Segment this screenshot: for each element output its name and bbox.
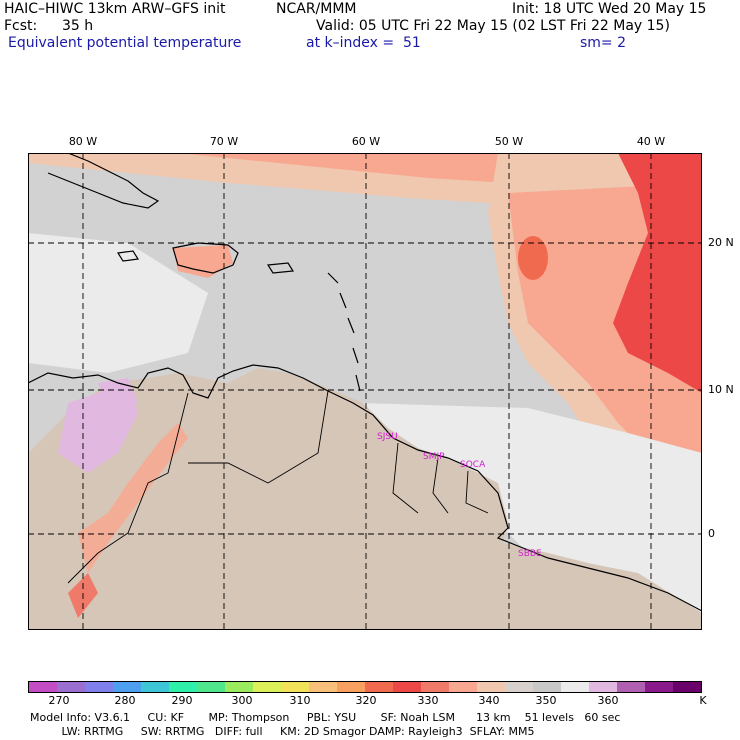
theta-e-east-max xyxy=(613,153,702,393)
colorbar-label-270: 270 xyxy=(48,694,70,707)
colorbar xyxy=(28,681,702,693)
colorbar-swatch-0 xyxy=(29,682,57,692)
colorbar-swatch-9 xyxy=(281,682,309,692)
colorbar-swatch-8 xyxy=(253,682,281,692)
colorbar-swatch-19 xyxy=(561,682,589,692)
theta-e-local-max xyxy=(518,236,548,280)
colorbar-swatch-10 xyxy=(309,682,337,692)
lon-label-40w: 40 W xyxy=(636,135,666,148)
coastline-puerto-rico xyxy=(266,262,295,274)
map-frame xyxy=(28,153,702,630)
lon-label-50w: 50 W xyxy=(494,135,524,148)
lat-label-10n: 10 N xyxy=(708,383,734,396)
colorbar-swatch-17 xyxy=(505,682,533,692)
border-venezuela-brazil xyxy=(188,390,329,484)
colorbar-swatch-5 xyxy=(169,682,197,692)
valid-time: Valid: 05 UTC Fri 22 May 15 (02 LST Fri … xyxy=(316,18,670,34)
coastline-jamaica xyxy=(116,250,140,262)
field-name: Equivalent potential temperature xyxy=(8,35,242,51)
colorbar-swatch-2 xyxy=(85,682,113,692)
colorbar-label-280: 280 xyxy=(114,694,136,707)
colorbar-label-300: 300 xyxy=(231,694,253,707)
lat-lon-grid xyxy=(28,153,702,630)
station-label-smjp: SMJP xyxy=(423,452,445,462)
colorbar-unit: K xyxy=(699,694,707,707)
colorbar-swatch-4 xyxy=(141,682,169,692)
border-guyana-suriname xyxy=(392,442,419,514)
colorbar-label-330: 330 xyxy=(417,694,439,707)
colorbar-label-290: 290 xyxy=(171,694,193,707)
border-guiana-brazil xyxy=(465,470,489,514)
colorbar-swatch-12 xyxy=(365,682,393,692)
border-colombia-venezuela xyxy=(67,392,189,584)
lat-label-0: 0 xyxy=(708,527,715,540)
andes-warm-streak xyxy=(78,423,188,573)
model-title: HAIC–HIWC 13km ARW–GFS init xyxy=(4,1,226,17)
colorbar-label-310: 310 xyxy=(289,694,311,707)
forecast-hour: 35 h xyxy=(62,18,94,34)
level-label: at k–index = 51 xyxy=(306,35,421,51)
colorbar-swatch-7 xyxy=(225,682,253,692)
colorbar-swatch-18 xyxy=(533,682,561,692)
coastlines xyxy=(28,153,702,612)
lat-label-20n: 20 N xyxy=(708,236,734,249)
lon-label-70w: 70 W xyxy=(209,135,239,148)
theta-e-pale-west xyxy=(28,233,208,373)
smoothing-label: sm= 2 xyxy=(580,35,627,51)
hispaniola-warm xyxy=(173,245,233,278)
colorbar-swatch-22 xyxy=(645,682,673,692)
colorbar-swatch-13 xyxy=(393,682,421,692)
borders xyxy=(67,390,489,584)
colorbar-label-350: 350 xyxy=(535,694,557,707)
model-info-line-1: Model Info: V3.6.1 CU: KF MP: Thompson P… xyxy=(30,711,621,724)
lon-label-80w: 80 W xyxy=(68,135,98,148)
colorbar-swatch-6 xyxy=(197,682,225,692)
colorbar-swatch-23 xyxy=(673,682,701,692)
colorbar-swatch-11 xyxy=(337,682,365,692)
coastline-cuba xyxy=(47,153,160,209)
colorbar-swatch-21 xyxy=(617,682,645,692)
coastline-hispaniola xyxy=(172,242,239,274)
org-label: NCAR/MMM xyxy=(276,1,357,17)
coastline-south-america xyxy=(28,364,702,612)
colorbar-label-340: 340 xyxy=(478,694,500,707)
map-panel xyxy=(28,153,702,630)
colorbar-swatch-14 xyxy=(421,682,449,692)
land-south-america xyxy=(28,368,702,630)
station-label-soca: SOCA xyxy=(460,460,486,470)
station-label-sjsu: SJSU xyxy=(377,432,398,442)
colorbar-label-360: 360 xyxy=(597,694,619,707)
border-suriname-guiana xyxy=(432,457,449,514)
coastline-lesser-antilles xyxy=(327,272,361,392)
theta-e-pale-band xyxy=(358,403,702,613)
forecast-label: Fcst: xyxy=(4,18,38,34)
colorbar-swatch-3 xyxy=(113,682,141,692)
colorbar-swatch-15 xyxy=(449,682,477,692)
lon-label-60w: 60 W xyxy=(351,135,381,148)
model-info-line-2: LW: RRTMG SW: RRTMG DIFF: full KM: 2D Sm… xyxy=(30,725,535,738)
colorbar-swatch-20 xyxy=(589,682,617,692)
colorbar-swatch-1 xyxy=(57,682,85,692)
init-time: Init: 18 UTC Wed 20 May 15 xyxy=(512,1,707,17)
colorbar-label-320: 320 xyxy=(355,694,377,707)
station-label-sbbe: SBBE xyxy=(518,549,542,559)
theta-e-low-patch-2 xyxy=(98,378,138,418)
colorbar-swatch-16 xyxy=(477,682,505,692)
